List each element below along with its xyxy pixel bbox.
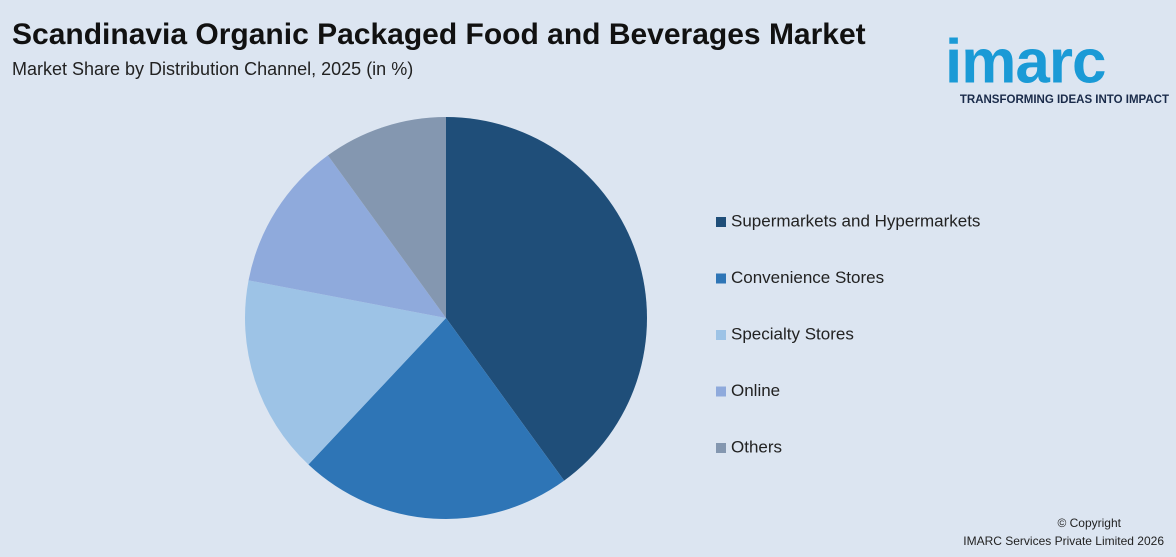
- legend-label: Specialty Stores: [731, 324, 854, 343]
- chart-subtitle: Market Share by Distribution Channel, 20…: [12, 59, 413, 79]
- logo-tagline: TRANSFORMING IDEAS INTO IMPACT: [960, 94, 1169, 106]
- pie-slice: [248, 155, 446, 318]
- pie-slice: [245, 280, 446, 465]
- legend-label: Others: [731, 437, 782, 456]
- pie-slice: [446, 117, 647, 481]
- company: IMARC Services Private Limited 2026: [963, 534, 1164, 548]
- legend-swatch: [716, 386, 726, 397]
- legend-swatch: [716, 330, 726, 340]
- copyright: © Copyright: [1057, 516, 1121, 530]
- pie-slice: [327, 117, 446, 318]
- legend-swatch: [716, 273, 726, 284]
- legend-swatch: [716, 217, 726, 227]
- legend-label: Convenience Stores: [731, 268, 884, 287]
- legend-label: Online: [731, 381, 780, 400]
- legend-label: Supermarkets and Hypermarkets: [731, 211, 980, 230]
- chart-title: Scandinavia Organic Packaged Food and Be…: [12, 18, 866, 51]
- legend-swatch: [716, 443, 726, 453]
- logo: imarc: [945, 27, 1105, 96]
- pie-slice: [308, 318, 565, 519]
